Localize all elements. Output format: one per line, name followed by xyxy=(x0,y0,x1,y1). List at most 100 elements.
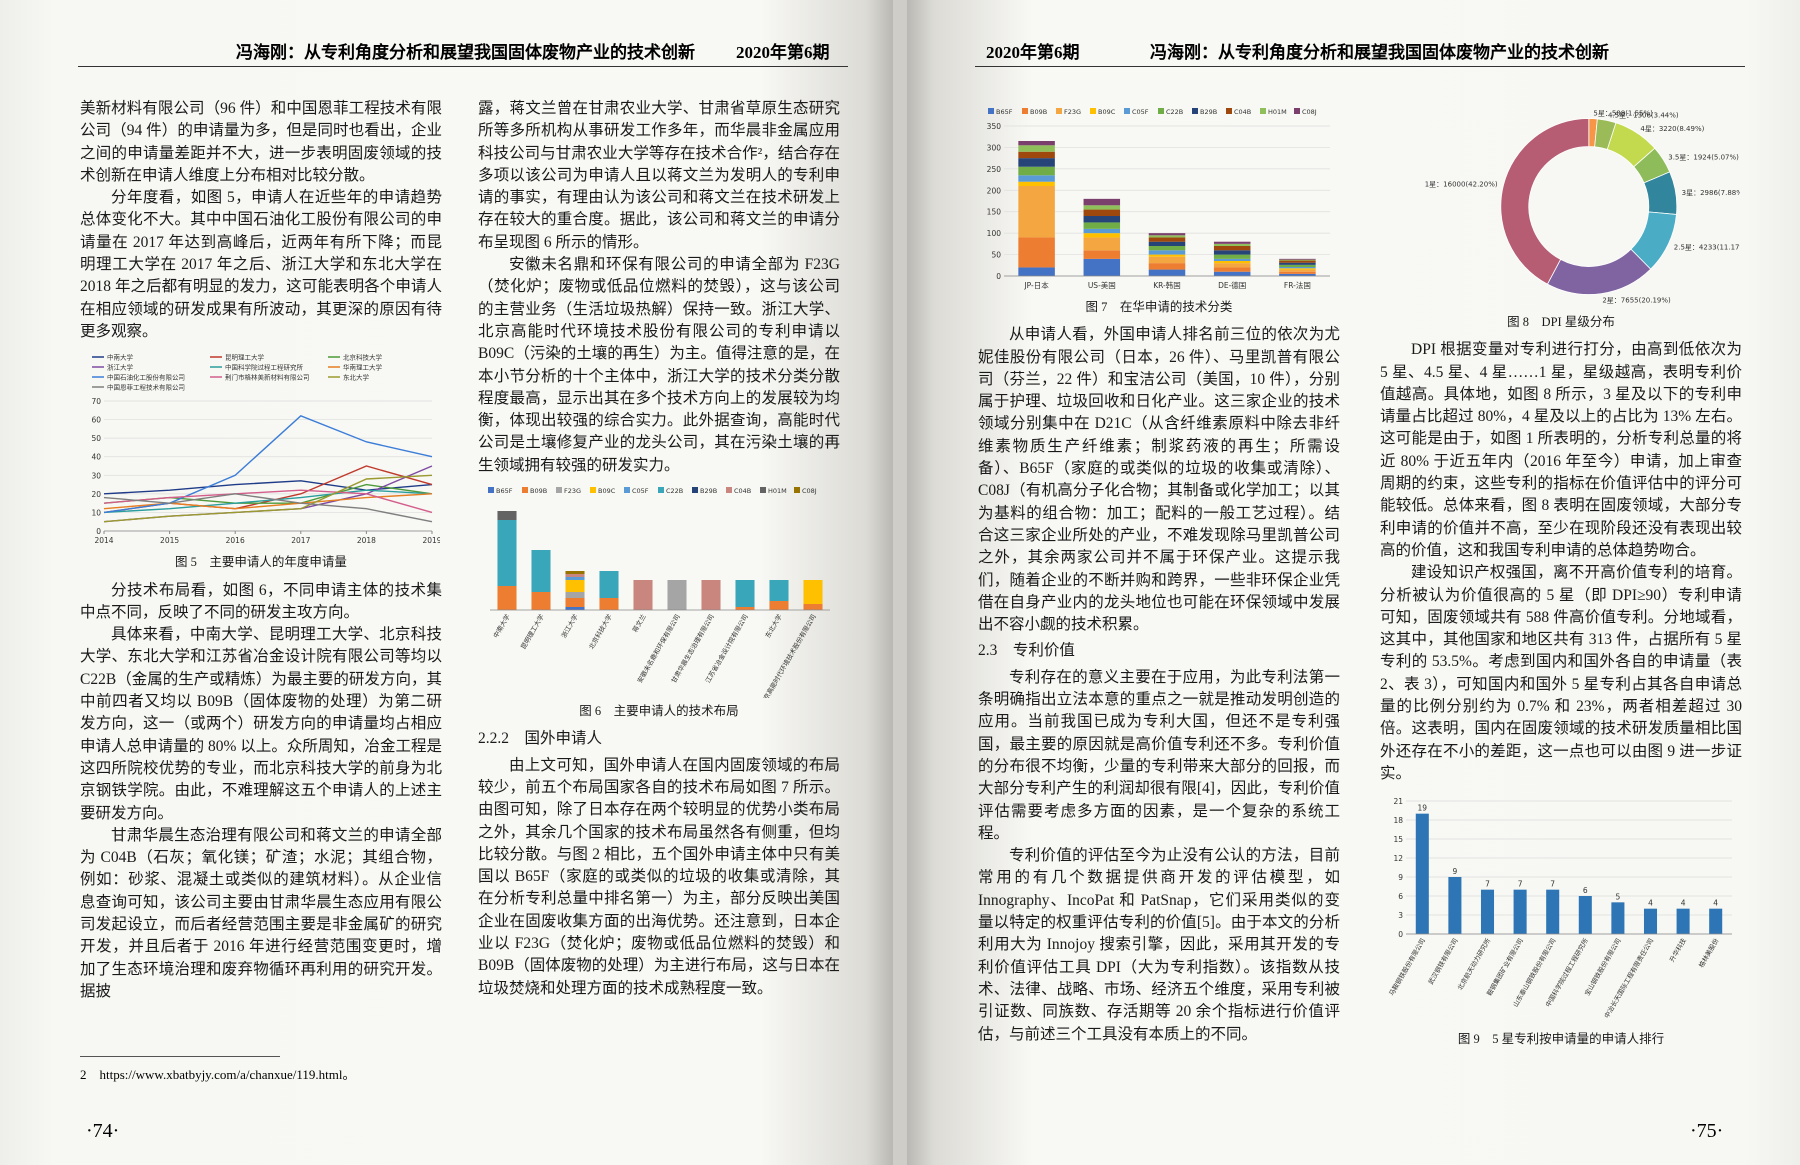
legend-label: B09C xyxy=(1098,108,1116,116)
x-tick-label: 宝山钢铁股份有限公司 xyxy=(1582,937,1622,998)
bar-segment xyxy=(1213,258,1251,261)
figure: 0 3 6 9 12 15 18 21 19 马鞍钢铁股份有限公司 9 武汉钢铁有限公司 7 北京航天动力… xyxy=(1380,791,1742,1050)
bar-segment xyxy=(565,577,585,581)
bar xyxy=(1709,908,1723,935)
bar-segment xyxy=(599,598,619,611)
series-line xyxy=(103,489,433,514)
legend-swatch xyxy=(692,487,698,494)
bar-segment xyxy=(1148,233,1186,236)
bar-segment xyxy=(735,607,755,611)
column: 露，蒋文兰曾在甘肃农业大学、甘肃省草原生态研究所等多所机构从事研发工作多年，而华… xyxy=(478,98,840,1053)
x-tick-label: KR-韩国 xyxy=(1153,280,1181,290)
bar-segment xyxy=(1018,166,1055,176)
x-tick-label: FR-法国 xyxy=(1284,280,1311,290)
bar-segment xyxy=(1279,258,1316,260)
legend-swatch xyxy=(522,487,528,494)
paragraph: 安徽未名鼎和环保有限公司的申请全部为 F23G（焚化炉；废物或低品位燃料的焚毁）… xyxy=(478,256,840,474)
y-tick-label: 3 xyxy=(1398,911,1403,920)
bar-segment xyxy=(1018,151,1055,159)
header-rule xyxy=(975,66,1745,67)
bar xyxy=(1546,889,1560,935)
y-tick-label: 20 xyxy=(91,490,101,499)
figure: 5星：588(1.55%) 4.5星：1306(3.44%) 4星：3220(8.4… xyxy=(1380,104,1742,333)
legend-label: B09B xyxy=(530,487,547,495)
figure-caption: 图 8 DPI 星级分布 xyxy=(1507,315,1615,329)
column: 美新材料有限公司（96 件）和中国恩菲工程技术有限公司（94 件）的申请量为多，… xyxy=(80,98,442,1053)
bar-segment xyxy=(1279,268,1316,270)
legend-label: B09B xyxy=(1030,108,1047,116)
legend-label: B65F xyxy=(496,487,513,495)
paragraph: 由上文可知，国外申请人在国内固废领域的布局较少，前五个布局国家各自的技术布局如图… xyxy=(478,756,840,997)
bar-segment xyxy=(1083,222,1121,229)
legend-label: C05F xyxy=(1132,108,1149,116)
footnote: 2 https://www.xbatbyjy.com/a/chanxue/119… xyxy=(80,1067,356,1082)
legend-label: 北京科技大学 xyxy=(343,353,383,362)
bar-segment xyxy=(531,592,551,611)
bar-segment xyxy=(1279,259,1316,261)
bar xyxy=(1676,908,1690,935)
x-tick-label: 东北大学 xyxy=(763,612,784,639)
bar-segment xyxy=(1018,181,1055,186)
legend-label: 东北大学 xyxy=(343,373,370,382)
data-label: 7 xyxy=(1518,880,1523,889)
x-tick-label: 马鞍钢铁股份有限公司 xyxy=(1387,937,1427,998)
x-tick-label: 北京科技大学 xyxy=(586,612,614,651)
figure: B65F B09B F23G B09C C05F C22B B29B C04B H01M C08J… xyxy=(478,483,840,722)
chart: 5星：588(1.55%)4.5星：1306(3.44%) 4星：3220(8.4… xyxy=(1425,110,1740,305)
bar xyxy=(1611,902,1625,935)
y-tick-label: 0 xyxy=(996,272,1001,281)
data-label: 1星：16000(42.20%) xyxy=(1425,181,1498,189)
chart: B65F B09B F23G B09C C05F C22B B29B C04B H01M C08J… xyxy=(987,108,1330,290)
legend-label: 中国科学院过程工程研究所 xyxy=(225,363,304,372)
x-tick-label: 浙江大学 xyxy=(559,612,580,639)
series-line xyxy=(103,489,433,514)
series-line xyxy=(103,493,433,523)
x-tick-label: 2017 xyxy=(291,536,310,545)
bar-segment xyxy=(769,580,789,602)
figure-caption: 图 5 主要申请人的年度申请量 xyxy=(175,555,347,570)
x-tick-label: 北京高能时代环境技术股份有限公司 xyxy=(758,613,818,699)
bar xyxy=(1513,889,1527,935)
bar-segment xyxy=(1213,263,1251,268)
data-label: 6 xyxy=(1583,886,1588,895)
y-tick-label: 18 xyxy=(1393,816,1403,825)
y-tick-label: 60 xyxy=(91,416,101,425)
bar-segment xyxy=(1213,267,1251,272)
paragraph: 从申请人看，外国申请人排名前三位的依次为尤妮佳股份有限公司（日本，26 件）、马… xyxy=(978,326,1340,634)
y-tick-label: 21 xyxy=(1393,797,1403,806)
bar-segment xyxy=(1018,145,1055,152)
donut-segment xyxy=(1500,118,1590,285)
bar-segment xyxy=(1018,158,1055,167)
y-tick-label: 10 xyxy=(91,509,101,518)
bar xyxy=(1578,896,1592,935)
legend-label: 浙江大学 xyxy=(107,363,134,372)
page-number: ·75· xyxy=(1690,1120,1724,1142)
legend-label: C04B xyxy=(734,487,751,495)
bar-segment xyxy=(803,580,823,605)
legend-swatch xyxy=(1192,108,1198,114)
legend-swatch xyxy=(624,487,630,494)
bar-segment xyxy=(1018,237,1055,268)
x-tick-label: 武汉钢铁有限公司 xyxy=(1426,937,1460,987)
data-label: 3星：2986(7.88%) xyxy=(1682,189,1740,197)
data-label: 7 xyxy=(1550,880,1555,889)
chart: B65F B09B F23G B09C C05F C22B B29B C04B H01M C08J… xyxy=(488,487,830,699)
legend-label: B65F xyxy=(996,108,1013,116)
y-tick-label: 9 xyxy=(1398,873,1403,882)
data-label: 2.5星：4233(11.17%) xyxy=(1674,244,1740,252)
header-title: 冯海刚：从专利角度分析和展望我国固体废物产业的技术创新 xyxy=(236,43,695,62)
bar-segment xyxy=(1083,250,1121,259)
bar-segment xyxy=(497,511,517,521)
bar-segment xyxy=(1279,264,1316,267)
y-tick-label: 350 xyxy=(987,122,1002,131)
bar-segment xyxy=(1083,258,1121,276)
bar-segment xyxy=(565,607,585,611)
data-label: 9 xyxy=(1453,867,1458,876)
y-tick-label: 12 xyxy=(1393,854,1403,863)
bar-segment xyxy=(531,550,551,593)
bar xyxy=(1448,877,1462,935)
data-label: 19 xyxy=(1418,804,1428,813)
x-tick-label: 蒋文兰 xyxy=(630,612,648,634)
bar-segment xyxy=(565,598,585,608)
bar-segment xyxy=(667,580,687,611)
